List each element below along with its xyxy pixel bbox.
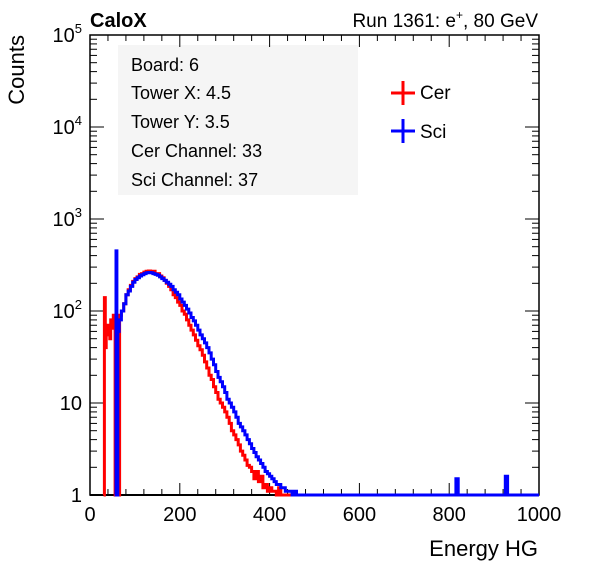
info-line-sci-channel: Sci Channel: 37 [131,170,258,190]
x-tick-label: 400 [253,504,286,526]
series-layer [102,249,539,497]
legend-label-cer: Cer [420,83,451,104]
y-tick-label: 104 [53,113,82,139]
y-tick-label: 1 [71,485,82,507]
series-line-sci [114,249,539,497]
info-line-tower-y: Tower Y: 3.5 [131,112,230,132]
x-tick-label: 1000 [517,504,562,526]
y-tick-label: 10 [60,393,82,415]
info-line-board: Board: 6 [131,55,199,75]
x-tick-label: 0 [84,504,95,526]
y-tick-label: 102 [53,297,82,323]
info-line-tower-x: Tower X: 4.5 [131,83,231,103]
run-label: Run 1361: e+, 80 GeV [352,8,538,32]
legend: Cer Sci [391,81,451,143]
legend-label-sci: Sci [420,122,446,143]
info-box: Board: 6 Tower X: 4.5 Tower Y: 3.5 Cer C… [118,45,358,195]
x-tick-label: 600 [343,504,376,526]
info-box-background [118,45,358,195]
legend-marker-sci [391,119,415,143]
info-line-cer-channel: Cer Channel: 33 [131,141,262,161]
y-axis-title: Counts [4,35,29,105]
x-tick-label: 800 [433,504,466,526]
x-tick-label: 200 [163,504,196,526]
y-tick-label: 105 [53,21,82,47]
y-tick-label: 103 [53,205,82,231]
x-axis-title: Energy HG [429,536,538,561]
experiment-label: CaloX [90,10,147,32]
legend-marker-cer [391,81,415,105]
